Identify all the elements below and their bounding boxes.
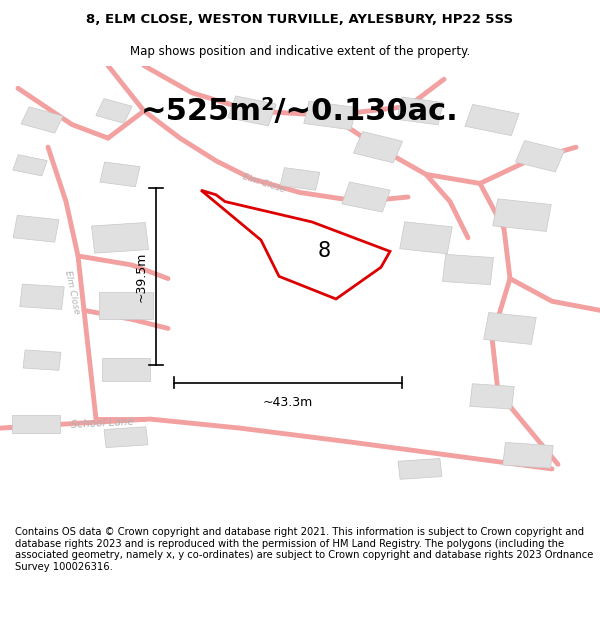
Text: Elm Close: Elm Close xyxy=(242,173,286,194)
Polygon shape xyxy=(13,155,47,176)
Polygon shape xyxy=(23,350,61,371)
Polygon shape xyxy=(342,182,390,212)
Text: ~43.3m: ~43.3m xyxy=(263,396,313,409)
Polygon shape xyxy=(20,284,64,309)
Polygon shape xyxy=(484,312,536,344)
Text: ~39.5m: ~39.5m xyxy=(134,251,148,301)
Polygon shape xyxy=(465,104,519,136)
Text: Contains OS data © Crown copyright and database right 2021. This information is : Contains OS data © Crown copyright and d… xyxy=(15,527,593,572)
Polygon shape xyxy=(493,199,551,231)
Polygon shape xyxy=(92,222,148,253)
Polygon shape xyxy=(104,427,148,448)
Polygon shape xyxy=(21,107,63,133)
Polygon shape xyxy=(503,442,553,468)
Polygon shape xyxy=(304,101,356,130)
Polygon shape xyxy=(12,414,60,432)
Polygon shape xyxy=(201,190,390,299)
Polygon shape xyxy=(228,96,276,126)
Polygon shape xyxy=(515,141,565,172)
Polygon shape xyxy=(400,222,452,254)
Polygon shape xyxy=(443,254,493,284)
Polygon shape xyxy=(102,358,150,381)
Polygon shape xyxy=(100,162,140,187)
Polygon shape xyxy=(280,168,320,190)
Polygon shape xyxy=(397,97,443,125)
Polygon shape xyxy=(398,459,442,479)
Text: Elm Close: Elm Close xyxy=(63,269,81,315)
Polygon shape xyxy=(353,131,403,163)
Polygon shape xyxy=(13,216,59,242)
Text: 8, ELM CLOSE, WESTON TURVILLE, AYLESBURY, HP22 5SS: 8, ELM CLOSE, WESTON TURVILLE, AYLESBURY… xyxy=(86,13,514,26)
Text: ~525m²/~0.130ac.: ~525m²/~0.130ac. xyxy=(141,98,459,126)
Polygon shape xyxy=(96,99,132,123)
Polygon shape xyxy=(470,384,514,409)
Text: School Lane: School Lane xyxy=(70,417,134,430)
Text: 8: 8 xyxy=(317,241,331,261)
Text: Map shows position and indicative extent of the property.: Map shows position and indicative extent… xyxy=(130,44,470,58)
Polygon shape xyxy=(99,292,153,319)
